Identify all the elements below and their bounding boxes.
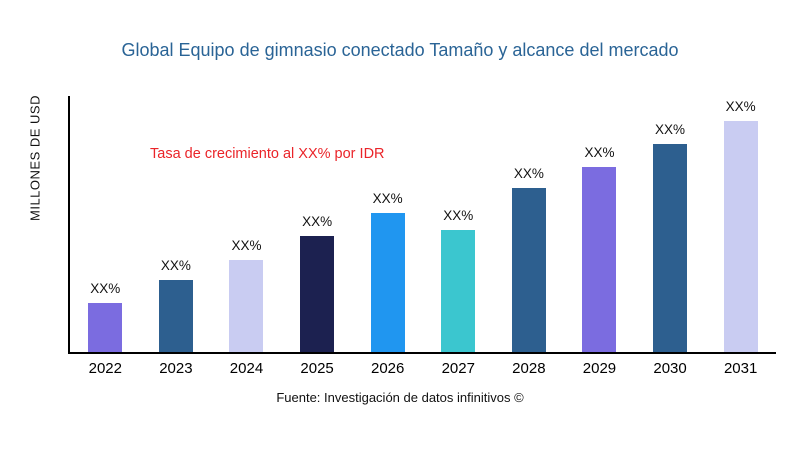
y-axis-label: MILLONES DE USD [27, 95, 43, 221]
y-axis-line [68, 96, 70, 354]
growth-rate-annotation: Tasa de crecimiento al XX% por IDR [150, 146, 385, 162]
bar-column-2024: XX% [224, 238, 268, 352]
bar-column-2026: XX% [366, 191, 410, 352]
bar-2029 [582, 167, 617, 352]
bar-value-label-2023: XX% [160, 258, 191, 273]
bar-2023 [158, 280, 193, 352]
bar-2022 [88, 303, 123, 352]
chart-title: Global Equipo de gimnasio conectado Tama… [121, 40, 679, 60]
bar-value-label-2025: XX% [302, 214, 333, 229]
bar-value-label-2022: XX% [90, 281, 121, 296]
x-tick-label-2028: 2028 [512, 360, 546, 377]
x-tick-label-2031: 2031 [723, 360, 758, 377]
x-tick-label-2026: 2026 [370, 360, 405, 377]
x-tick-label-2022: 2022 [88, 360, 122, 377]
bar-value-label-2030: XX% [655, 122, 686, 137]
bar-value-label-2031: XX% [725, 99, 756, 114]
bar-column-2028: XX% [507, 166, 551, 352]
bar-2030 [653, 144, 688, 352]
bar-2026 [370, 213, 405, 352]
bar-value-label-2024: XX% [231, 238, 262, 253]
bar-column-2023: XX% [154, 258, 198, 352]
x-tick-label-2024: 2024 [229, 360, 264, 377]
bar-2025 [300, 236, 335, 352]
bar-2028 [511, 188, 546, 352]
x-tick-label-2030: 2030 [653, 360, 687, 377]
bar-column-2027: XX% [436, 208, 480, 352]
x-tick-label-2027: 2027 [441, 360, 475, 377]
bar-column-2025: XX% [295, 214, 339, 352]
x-tick-label-2029: 2029 [582, 360, 617, 377]
x-axis-line [68, 352, 776, 354]
bar-value-label-2029: XX% [584, 145, 615, 160]
bar-2024 [229, 260, 264, 352]
bar-value-label-2027: XX% [443, 208, 474, 223]
bar-2027 [441, 230, 476, 352]
plot-area: XX% XX% XX% XX% XX% XX% XX% XX% XX% XX% [70, 97, 776, 352]
bar-2031 [723, 121, 758, 352]
bar-value-label-2028: XX% [513, 166, 544, 181]
bar-column-2030: XX% [648, 122, 692, 352]
bar-column-2031: XX% [719, 99, 763, 352]
source-text: Fuente: Investigación de datos infinitiv… [276, 390, 524, 405]
bar-column-2029: XX% [577, 145, 621, 352]
bar-column-2022: XX% [83, 281, 127, 352]
x-tick-label-2023: 2023 [159, 360, 193, 377]
x-tick-label-2025: 2025 [300, 360, 334, 377]
x-axis-tick-labels: 2022 2023 2024 2025 2026 2027 2028 2029 2030 2031 [70, 360, 776, 377]
bar-value-label-2026: XX% [372, 191, 403, 206]
